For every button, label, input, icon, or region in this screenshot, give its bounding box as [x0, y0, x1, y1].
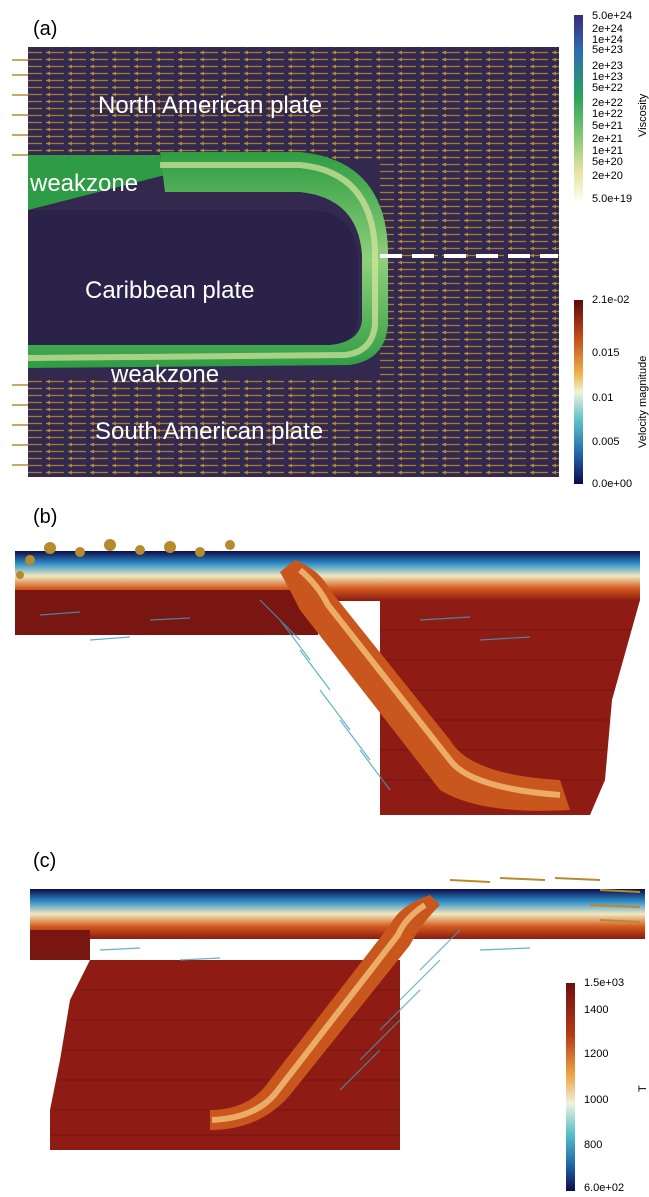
caribbean-plate-region	[28, 210, 358, 345]
slab-b	[280, 560, 570, 811]
weakzone-label-top: weakzone	[30, 170, 139, 197]
viscosity-tick-10: 2e+21	[592, 133, 623, 145]
panel-a-viscosity-map	[12, 47, 559, 477]
viscosity-tick-1: 2e+24	[592, 23, 623, 35]
panel-b-label: (b)	[33, 506, 58, 528]
viscosity-tick-7: 2e+22	[592, 97, 623, 109]
viscosity-tick-14: 5.0e+19	[592, 193, 633, 205]
velocity-arrows-top	[28, 47, 559, 162]
velocity-arrows-b	[39, 599, 531, 791]
plate-label-caribbean: Caribbean plate	[85, 277, 255, 304]
viscosity-tick-0: 5.0e+24	[592, 10, 633, 22]
velocity-tick-3: 0.005	[592, 436, 620, 448]
panel-c-label: (c)	[33, 850, 57, 872]
arrows-c-top	[449, 877, 641, 923]
spheres-b	[16, 539, 235, 579]
viscosity-tick-3: 5e+23	[592, 44, 623, 56]
panel-b-3d-temperature	[15, 539, 640, 815]
temperature-tick-3: 1000	[584, 1094, 609, 1106]
plate-label-south: South American plate	[95, 418, 324, 445]
left-edge-arrows	[12, 59, 28, 466]
viscosity-tick-8: 1e+22	[592, 108, 623, 120]
velocity-arrows-c	[99, 929, 531, 1091]
viscosity-colorbar	[574, 15, 583, 199]
velocity-arrows-bottom	[28, 380, 559, 477]
viscosity-tick-12: 5e+20	[592, 156, 623, 168]
weakzone-label-bottom: weakzone	[111, 361, 220, 388]
weakzone-arc	[28, 152, 388, 368]
temperature-tick-5: 6.0e+02	[584, 1182, 625, 1194]
viscosity-tick-6: 5e+22	[592, 82, 623, 94]
temperature-colorbar-title: T	[637, 1085, 649, 1092]
viscosity-tick-2: 1e+24	[592, 34, 623, 46]
temperature-tick-1: 1400	[584, 1004, 609, 1016]
velocity-arrows-right	[380, 160, 559, 380]
temperature-tick-4: 800	[584, 1139, 603, 1151]
plate-label-north: North American plate	[98, 92, 323, 119]
viscosity-tick-11: 1e+21	[592, 145, 623, 157]
viscosity-tick-13: 2e+20	[592, 170, 623, 182]
temperature-tick-2: 1200	[584, 1048, 609, 1060]
viscosity-tick-9: 5e+21	[592, 120, 623, 132]
velocity-tick-1: 0.015	[592, 347, 620, 359]
temperature-tick-0: 1.5e+03	[584, 977, 625, 989]
weakzone-top	[28, 155, 165, 210]
velocity-tick-2: 0.01	[592, 392, 614, 404]
velocity-tick-0: 2.1e-02	[592, 294, 630, 306]
velocity-tick-4: 0.0e+00	[592, 478, 633, 490]
viscosity-tick-5: 1e+23	[592, 71, 623, 83]
panel-a-label: (a)	[33, 18, 58, 40]
viscosity-tick-4: 2e+23	[592, 60, 623, 72]
velocity-colorbar	[574, 300, 583, 484]
